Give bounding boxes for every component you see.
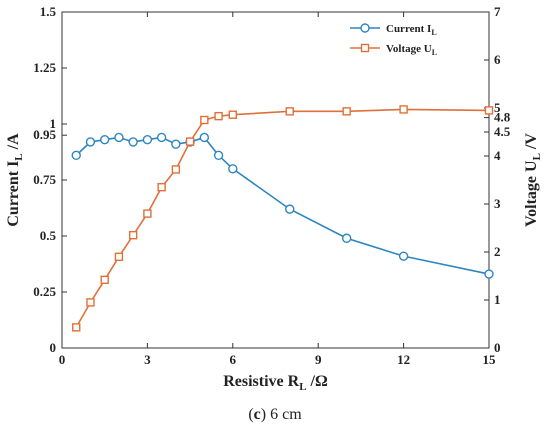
data-point-current — [285, 204, 295, 214]
y-left-axis-title-subscript: L — [13, 153, 25, 160]
y-left-tick-label: 1.25 — [33, 60, 56, 75]
data-point-voltage — [200, 115, 209, 125]
y-right-tick-label: 5 — [494, 100, 501, 115]
data-point-current — [199, 132, 210, 143]
data-point-current — [114, 132, 124, 143]
data-point-voltage — [171, 165, 181, 174]
y-right-tick-label: 7 — [494, 4, 501, 19]
svg-text:Current IL/A: Current IL/A — [5, 133, 25, 227]
x-tick-label: 3 — [144, 352, 151, 367]
y-left-axis-title: Current IL/A — [5, 133, 25, 227]
legend-entry-subscript: L — [432, 48, 437, 57]
y-right-axis-title-subscript: L — [531, 153, 543, 160]
x-axis-title: Resistive RL/Ω — [223, 373, 328, 393]
y-left-tick-label: 0.25 — [33, 284, 56, 299]
y-right-tick-label: 6 — [494, 52, 501, 67]
data-point-voltage — [285, 107, 294, 116]
y-right-tick-label: 4.8 — [494, 110, 511, 125]
data-point-voltage — [185, 137, 195, 146]
svg-text:Resistive RL/Ω: Resistive RL/Ω — [223, 373, 328, 393]
figure-caption: (c) 6 cm — [248, 406, 302, 423]
data-point-current — [85, 137, 96, 147]
y-right-tick-label: 2 — [494, 244, 501, 259]
data-point-current — [156, 132, 167, 143]
data-point-voltage — [228, 110, 238, 119]
data-point-current — [213, 150, 224, 161]
y-left-tick-label: 0.95 — [33, 127, 56, 142]
axes: 0 3 6 9 12 1500.250.50.750.9511.251.5012344.5… — [5, 4, 543, 393]
y-right-axis-title-unit: /V — [523, 133, 540, 150]
legend-entry-1: Current IL — [386, 23, 437, 37]
y-left-tick-label: 1 — [50, 116, 57, 131]
x-axis-title-subscript: L — [299, 381, 306, 393]
x-tick-label: 6 — [230, 352, 237, 367]
x-axis-title-text: Resistive R — [223, 373, 299, 390]
data-point-current — [398, 251, 409, 261]
y-right-tick-label: 3 — [494, 196, 501, 211]
x-axis-title-unit: /Ω — [310, 373, 328, 390]
data-point-voltage — [157, 182, 166, 192]
legend-marker-square — [360, 43, 370, 53]
data-point-current — [128, 137, 138, 147]
data-point-current — [71, 150, 81, 161]
legend-entry-name: Current I — [386, 23, 431, 35]
y-right-axis-title: Voltage UL/V — [523, 133, 543, 227]
data-point-voltage — [214, 111, 223, 121]
data-point-voltage — [143, 209, 152, 218]
y-right-tick-label: 1 — [494, 292, 501, 307]
y-left-tick-label: 0 — [50, 340, 57, 355]
y-left-axis-title-unit: /A — [5, 133, 22, 150]
data-point-current — [99, 134, 110, 145]
data-point-voltage — [72, 323, 81, 332]
data-point-voltage — [86, 298, 95, 307]
y-right-tick-label: 0 — [494, 340, 501, 355]
data-point-voltage — [128, 230, 138, 240]
y-left-axis-title-text: Current I — [5, 161, 22, 227]
data-point-current — [484, 269, 494, 279]
data-point-voltage — [399, 105, 408, 114]
data-point-voltage — [484, 106, 494, 115]
x-tick-label: 0 — [59, 352, 66, 367]
caption-text: 6 cm — [270, 406, 302, 423]
legend-marker-circle — [360, 23, 370, 33]
chart: 0 3 6 9 12 1500.250.50.750.9511.251.5012344.5… — [5, 4, 543, 393]
series-line-1 — [75, 136, 490, 275]
x-tick-label: 15 — [483, 352, 497, 367]
x-tick-label: 12 — [397, 352, 410, 367]
y-left-tick-label: 0.5 — [40, 228, 57, 243]
legend-entry-subscript: L — [431, 28, 436, 37]
data-point-current — [341, 233, 352, 243]
plot-area — [71, 105, 494, 332]
y-right-tick-label: 4 — [494, 148, 501, 163]
y-right-axis-title-text: Voltage U — [523, 160, 540, 227]
caption-label: c — [253, 406, 261, 423]
legend-entry-name: Voltage U — [386, 43, 432, 55]
y-left-tick-label: 0.75 — [33, 172, 56, 187]
x-tick-label: 9 — [315, 352, 322, 367]
data-point-current — [228, 164, 238, 174]
data-point-voltage — [342, 107, 351, 116]
data-point-voltage — [100, 275, 109, 285]
data-point-current — [171, 139, 181, 149]
data-point-voltage — [114, 252, 124, 262]
series-line-2 — [75, 108, 490, 328]
svg-text:Voltage UL/V: Voltage UL/V — [523, 133, 543, 227]
y-right-tick-label: 4.5 — [494, 124, 511, 139]
data-point-current — [142, 134, 153, 145]
plot-frame — [61, 11, 490, 349]
legend-entry-2: Voltage UL — [386, 43, 437, 57]
y-left-tick-label: 1.5 — [40, 4, 57, 19]
